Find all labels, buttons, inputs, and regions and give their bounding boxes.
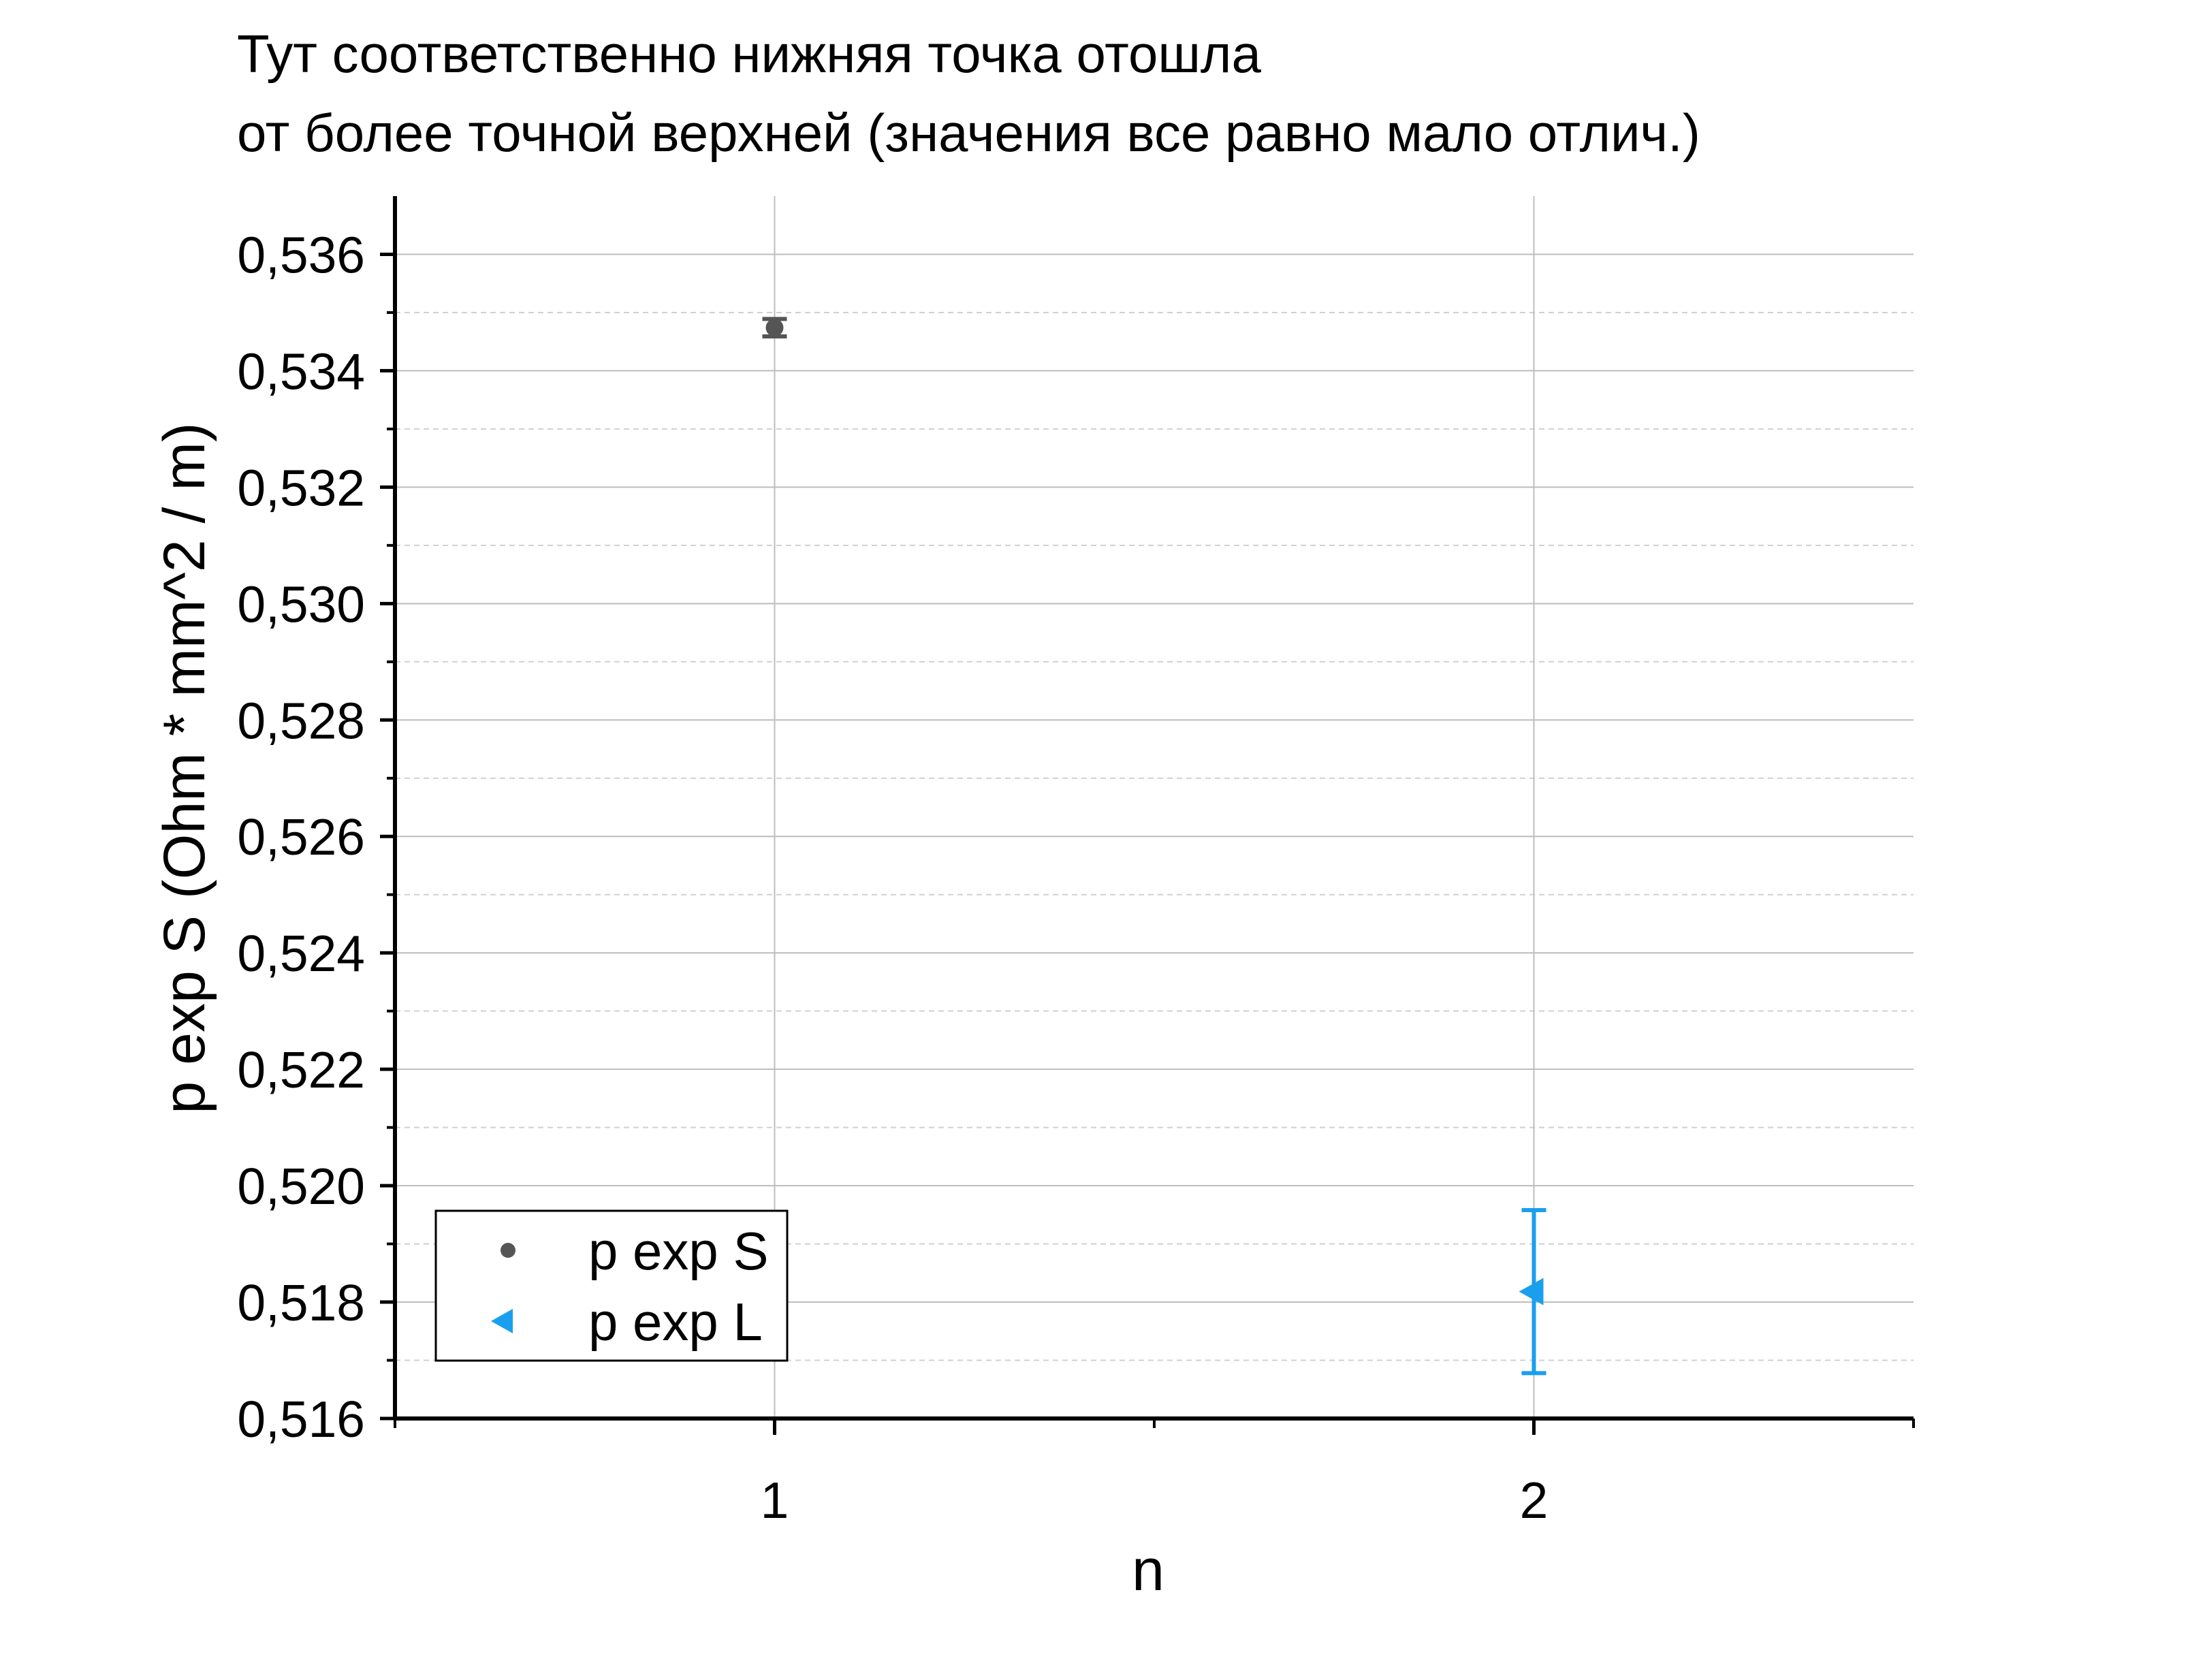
chart-title: Тут соответственно нижняя точка отошла о… [237,24,1700,163]
y-tick-label: 0,518 [237,1274,365,1331]
y-tick-label: 0,534 [237,343,365,400]
data-point-2 [1519,1278,1544,1305]
legend: p exp S p exp L [434,1209,789,1362]
chart-title-line-2: от более точной верхней (значения все ра… [237,103,1700,163]
y-tick-label: 0,516 [237,1391,365,1448]
legend-label-series-2: p exp L [588,1292,763,1352]
y-tick-label: 0,522 [237,1041,365,1098]
y-tick-label: 0,528 [237,692,365,749]
legend-marker-triangle [491,1309,513,1333]
y-tick-label: 0,524 [237,925,365,982]
y-tick-label: 0,536 [237,226,365,283]
grid [395,196,1914,1419]
legend-label-series-1: p exp S [588,1221,769,1281]
y-tick-label: 0,532 [237,459,365,516]
y-tick-label: 0,530 [237,575,365,633]
legend-box [434,1209,789,1362]
x-tick-label: 1 [761,1472,789,1529]
data-marks [762,317,1546,1376]
x-tick-label: 2 [1520,1472,1549,1529]
y-tick-label: 0,526 [237,808,365,866]
data-point-1 [765,319,784,337]
x-axis-label: n [1132,1538,1164,1603]
y-tick-label: 0,520 [237,1158,365,1215]
ticks: 0,516 0,518 0,520 0,522 0,524 0,526 0,528 0,530… [237,226,1915,1529]
legend-marker-circle [501,1243,515,1258]
chart-title-line-1: Тут соответственно нижняя точка отошла [237,24,1261,84]
y-axis-label: p exp S (Ohm * mm^2 / m) [152,422,217,1113]
